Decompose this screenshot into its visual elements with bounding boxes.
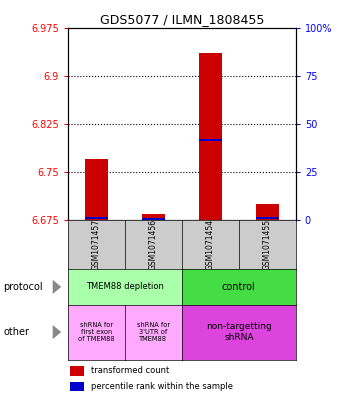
Bar (256, 204, 279, 220)
Bar (199, 53, 222, 220)
Bar (199, 139, 222, 141)
Text: GSM1071456: GSM1071456 (149, 219, 158, 270)
Text: shRNA for
first exon
of TMEM88: shRNA for first exon of TMEM88 (78, 322, 115, 342)
Text: percentile rank within the sample: percentile rank within the sample (91, 382, 233, 391)
Text: GSM1071454: GSM1071454 (206, 219, 215, 270)
Bar (85, 217, 108, 219)
Text: other: other (3, 327, 29, 337)
Text: control: control (222, 282, 256, 292)
Text: GSM1071455: GSM1071455 (263, 219, 272, 270)
Text: protocol: protocol (3, 282, 43, 292)
Text: TMEM88 depletion: TMEM88 depletion (86, 283, 164, 291)
Text: GSM1071457: GSM1071457 (92, 219, 101, 270)
Text: non-targetting
shRNA: non-targetting shRNA (206, 322, 272, 342)
Text: transformed count: transformed count (91, 367, 169, 375)
Title: GDS5077 / ILMN_1808455: GDS5077 / ILMN_1808455 (100, 13, 264, 26)
Bar (142, 214, 165, 220)
Bar (70, 382, 84, 391)
Text: shRNA for
3'UTR of
TMEM88: shRNA for 3'UTR of TMEM88 (137, 322, 170, 342)
Bar (85, 159, 108, 220)
Bar (256, 217, 279, 219)
Bar (142, 219, 165, 220)
Bar (70, 366, 84, 376)
